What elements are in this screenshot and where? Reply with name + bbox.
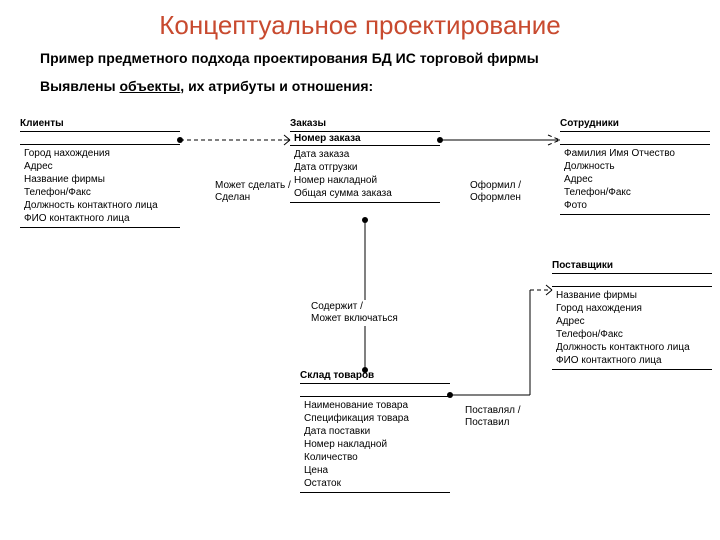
attr: Должность	[564, 160, 706, 173]
entity-warehouse-title: Склад товаров	[300, 370, 450, 383]
attr: Цена	[304, 464, 446, 477]
entity-employees: Сотрудники Фамилия Имя Отчество Должност…	[560, 118, 710, 215]
rel-line: Оформлен	[470, 192, 521, 204]
attr: Остаток	[304, 477, 446, 490]
attr: Должность контактного лица	[24, 199, 176, 212]
attr: Дата поставки	[304, 425, 446, 438]
page-title: Концептуальное проектирование	[0, 10, 720, 41]
attr: Номер накладной	[304, 438, 446, 451]
entity-orders-header: Номер заказа	[290, 131, 440, 146]
attr: Адрес	[24, 160, 176, 173]
attr: Телефон/Факс	[24, 186, 176, 199]
rel-can-order: Может сделать / Сделан	[215, 180, 291, 204]
attr: Спецификация товара	[304, 412, 446, 425]
attr: Фото	[564, 199, 706, 212]
note-underlined: объекты	[119, 78, 180, 94]
attr: Должность контактного лица	[556, 341, 708, 354]
rel-line: Сделан	[215, 192, 291, 204]
attr: Дата отгрузки	[294, 161, 436, 174]
note-prefix: Выявлены	[40, 78, 119, 94]
rel-line: Оформил /	[470, 180, 521, 192]
attr: Адрес	[564, 173, 706, 186]
attr: Телефон/Факс	[556, 328, 708, 341]
entity-clients-attrs: Город нахождения Адрес Название фирмы Те…	[20, 145, 180, 228]
entity-orders-attrs: Дата заказа Дата отгрузки Номер накладно…	[290, 146, 440, 203]
rel-issued: Оформил / Оформлен	[470, 180, 521, 204]
entity-employees-title: Сотрудники	[560, 118, 710, 131]
attr: Фамилия Имя Отчество	[564, 147, 706, 160]
attr: Номер накладной	[294, 174, 436, 187]
entity-warehouse: Склад товаров Наименование товара Специф…	[300, 370, 450, 493]
entity-warehouse-header	[300, 383, 450, 397]
rel-line: Поставил	[465, 417, 521, 429]
attr: Общая сумма заказа	[294, 187, 436, 200]
entity-clients-header	[20, 131, 180, 145]
entity-suppliers: Поставщики Название фирмы Город нахожден…	[552, 260, 712, 370]
note-suffix: , их атрибуты и отношения:	[180, 78, 373, 94]
attr: Телефон/Факс	[564, 186, 706, 199]
rel-contains: Содержит / Может включаться	[310, 300, 399, 326]
entity-suppliers-header	[552, 273, 712, 287]
rel-supplied: Поставлял / Поставил	[465, 405, 521, 429]
attr: Город нахождения	[556, 302, 708, 315]
entity-employees-attrs: Фамилия Имя Отчество Должность Адрес Тел…	[560, 145, 710, 215]
attr: Дата заказа	[294, 148, 436, 161]
attr: Наименование товара	[304, 399, 446, 412]
rel-line: Поставлял /	[465, 405, 521, 417]
rel-line: Содержит /	[311, 301, 398, 313]
note-line: Выявлены объекты, их атрибуты и отношени…	[40, 78, 373, 94]
attr: Название фирмы	[556, 289, 708, 302]
attr: Город нахождения	[24, 147, 176, 160]
subtitle: Пример предметного подхода проектировани…	[40, 50, 539, 66]
attr: Количество	[304, 451, 446, 464]
entity-clients-title: Клиенты	[20, 118, 180, 131]
rel-line: Может сделать /	[215, 180, 291, 192]
entity-suppliers-attrs: Название фирмы Город нахождения Адрес Те…	[552, 287, 712, 370]
entity-clients: Клиенты Город нахождения Адрес Название …	[20, 118, 180, 228]
entity-orders-title: Заказы	[290, 118, 440, 131]
rel-line: Может включаться	[311, 313, 398, 325]
attr: Адрес	[556, 315, 708, 328]
entity-suppliers-title: Поставщики	[552, 260, 712, 273]
attr: ФИО контактного лица	[556, 354, 708, 367]
entity-warehouse-attrs: Наименование товара Спецификация товара …	[300, 397, 450, 493]
entity-orders: Заказы Номер заказа Дата заказа Дата отг…	[290, 118, 440, 203]
entity-employees-header	[560, 131, 710, 145]
attr: ФИО контактного лица	[24, 212, 176, 225]
attr: Название фирмы	[24, 173, 176, 186]
